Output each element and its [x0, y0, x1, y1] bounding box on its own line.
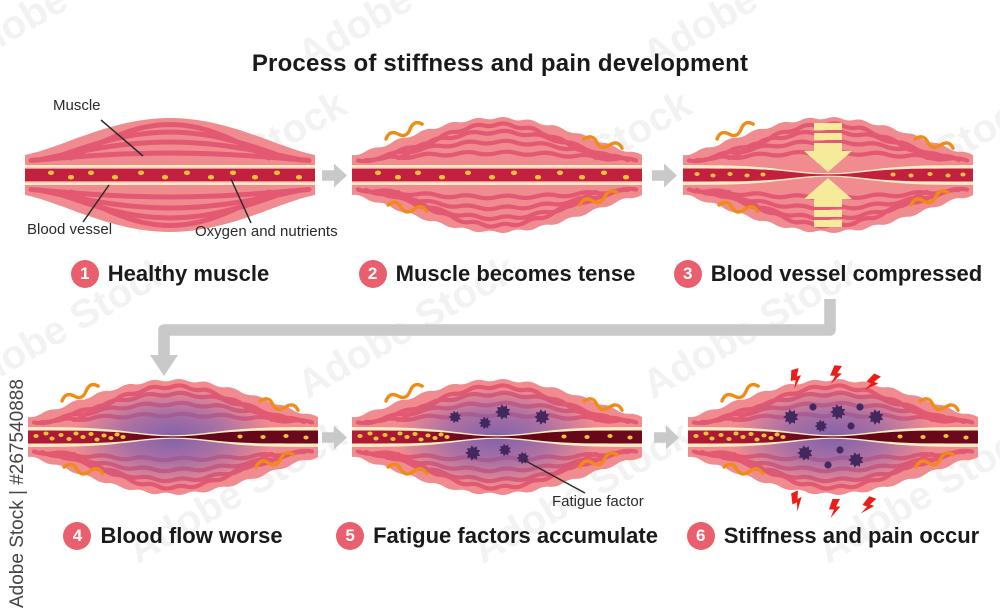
muscle-illustration-blood-flow-worse — [28, 378, 318, 496]
step-number-badge: 1 — [70, 260, 99, 288]
step-label: Blood vessel compressed — [710, 261, 983, 286]
muscle-illustration-fatigue-factors — [352, 378, 642, 496]
step-number-badge: 2 — [358, 260, 387, 288]
step-number-badge: 4 — [63, 522, 92, 550]
page-title: Process of stiffness and pain developmen… — [251, 50, 749, 77]
step-label: Muscle becomes tense — [395, 261, 636, 286]
muscle-annotation-label: Muscle — [53, 97, 101, 114]
blood-vessel-annotation-label: Blood vessel — [27, 221, 113, 238]
step-panel-1: Muscle Blood vessel Oxygen and nutrients… — [25, 95, 338, 288]
step-caption-6: 6 Stiffness and pain occur — [686, 522, 980, 550]
step-caption-5: 5 Fatigue factors accumulate — [336, 522, 658, 550]
flow-arrow-icon — [652, 163, 677, 188]
step-caption-1: 1 Healthy muscle — [25, 260, 315, 288]
muscle-illustration-compressed — [683, 116, 973, 234]
step-caption-4: 4 Blood flow worse — [28, 522, 318, 550]
step-number-badge: 3 — [673, 260, 702, 288]
flow-arrow-icon — [322, 425, 347, 450]
step-panel-2: 2 Muscle becomes tense — [352, 95, 642, 288]
step-number-badge: 5 — [336, 522, 365, 550]
flow-arrow-icon — [654, 425, 679, 450]
step-panel-6: 6 Stiffness and pain occur — [686, 357, 980, 550]
step-label: Stiffness and pain occur — [723, 523, 980, 548]
muscle-illustration-healthy — [25, 118, 315, 232]
step-label: Fatigue factors accumulate — [373, 523, 658, 548]
step-label: Blood flow worse — [100, 523, 283, 548]
step-panel-3: 3 Blood vessel compressed — [673, 95, 982, 288]
fatigue-factor-annotation-label: Fatigue factor — [552, 493, 644, 510]
step-panel-5: Fatigue factor 5 Fatigue factors accumul… — [336, 357, 658, 550]
watermark-id-text: Adobe Stock | #267540888 — [7, 379, 28, 608]
step-caption-3: 3 Blood vessel compressed — [673, 260, 982, 288]
muscle-illustration-tense — [352, 116, 642, 234]
muscle-illustration-stiffness-pain — [688, 365, 978, 518]
step-caption-2: 2 Muscle becomes tense — [352, 260, 642, 288]
step-number-badge: 6 — [686, 522, 715, 550]
flow-arrow-icon — [322, 163, 347, 188]
oxygen-nutrients-annotation-label: Oxygen and nutrients — [195, 223, 338, 240]
step-panel-4: 4 Blood flow worse — [28, 357, 318, 550]
step-label: Healthy muscle — [107, 261, 270, 286]
